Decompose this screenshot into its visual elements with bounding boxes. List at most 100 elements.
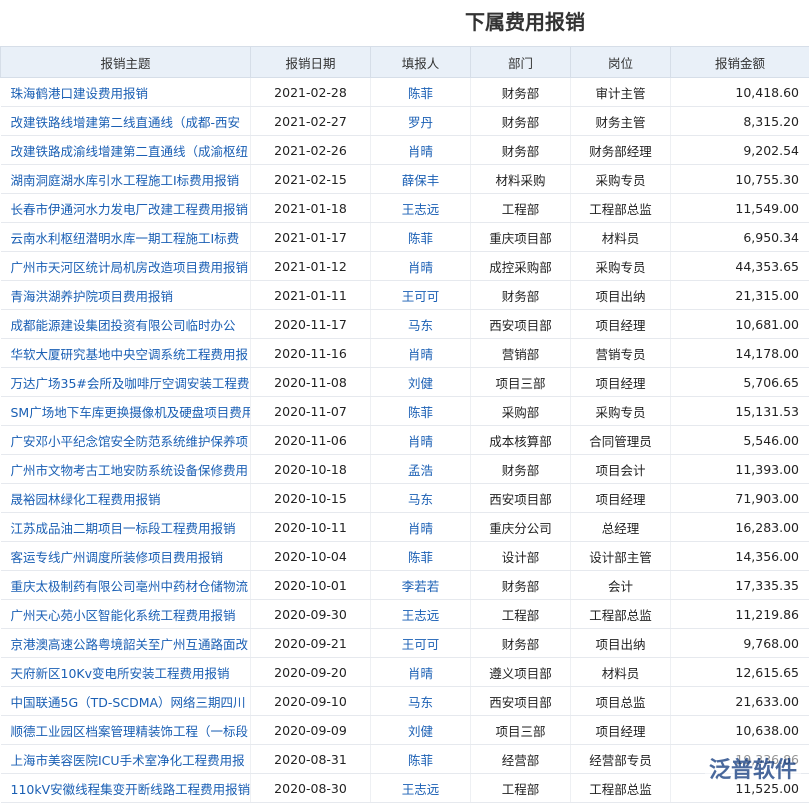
subject-link[interactable]: 上海市美容医院ICU手术室净化工程费用报 [1,745,251,774]
reporter-cell[interactable]: 肖晴 [371,136,471,165]
reporter-cell[interactable]: 薛保丰 [371,165,471,194]
reporter-cell[interactable]: 肖晴 [371,513,471,542]
subject-link[interactable]: 珠海鹤港口建设费用报销 [1,78,251,107]
reporter-cell[interactable]: 罗丹 [371,107,471,136]
position-cell: 材料员 [571,658,671,687]
subject-link[interactable]: 云南水利枢纽潜明水库一期工程施工I标费 [1,223,251,252]
subject-link[interactable]: 成都能源建设集团投资有限公司临时办公 [1,310,251,339]
subject-link[interactable]: 改建铁路成渝线增建第二直通线（成渝枢纽 [1,136,251,165]
subject-link[interactable]: 晟裕园林绿化工程费用报销 [1,484,251,513]
amount-cell: 11,393.00 [671,455,809,484]
date-cell: 2020-10-01 [251,571,371,600]
reporter-cell[interactable]: 肖晴 [371,339,471,368]
position-cell: 总经理 [571,513,671,542]
department-cell: 财务部 [471,629,571,658]
subject-link[interactable]: 青海洪湖养护院项目费用报销 [1,281,251,310]
reporter-cell[interactable]: 陈菲 [371,223,471,252]
amount-cell: 10,418.60 [671,78,809,107]
reporter-cell[interactable]: 马东 [371,484,471,513]
reporter-cell[interactable]: 王可可 [371,281,471,310]
reporter-cell[interactable]: 马东 [371,687,471,716]
date-cell: 2020-08-31 [251,745,371,774]
subject-link[interactable]: 广州天心苑小区智能化系统工程费用报销 [1,600,251,629]
subject-link[interactable]: 万达广场35#会所及咖啡厅空调安装工程费 [1,368,251,397]
subject-link[interactable]: SM广场地下车库更换摄像机及硬盘项目费用 [1,397,251,426]
subject-link[interactable]: 中国联通5G（TD-SCDMA）网络三期四川 [1,687,251,716]
date-cell: 2020-10-15 [251,484,371,513]
reporter-cell[interactable]: 肖晴 [371,426,471,455]
reporter-cell[interactable]: 肖晴 [371,658,471,687]
position-cell: 采购专员 [571,165,671,194]
reporter-cell[interactable]: 肖晴 [371,252,471,281]
watermark: 泛普软件 [705,752,801,784]
reporter-cell[interactable]: 王志远 [371,600,471,629]
subject-link[interactable]: 广州市文物考古工地安防系统设备保修费用 [1,455,251,484]
amount-cell: 16,283.00 [671,513,809,542]
department-cell: 财务部 [471,136,571,165]
subject-link[interactable]: 湖南洞庭湖水库引水工程施工I标费用报销 [1,165,251,194]
subject-link[interactable]: 天府新区10Kv变电所安装工程费用报销 [1,658,251,687]
amount-cell: 11,219.86 [671,600,809,629]
amount-cell: 12,615.65 [671,658,809,687]
amount-cell: 8,315.20 [671,107,809,136]
amount-cell: 14,178.00 [671,339,809,368]
reporter-cell[interactable]: 王志远 [371,774,471,803]
amount-cell: 11,549.00 [671,194,809,223]
position-cell: 财务部经理 [571,136,671,165]
reporter-cell[interactable]: 陈菲 [371,542,471,571]
position-cell: 营销专员 [571,339,671,368]
date-cell: 2020-11-07 [251,397,371,426]
reporter-cell[interactable]: 刘健 [371,716,471,745]
subject-link[interactable]: 华软大厦研究基地中央空调系统工程费用报 [1,339,251,368]
reporter-cell[interactable]: 王可可 [371,629,471,658]
subject-link[interactable]: 顺德工业园区档案管理精装饰工程（一标段 [1,716,251,745]
department-cell: 营销部 [471,339,571,368]
reporter-cell[interactable]: 陈菲 [371,78,471,107]
amount-cell: 17,335.35 [671,571,809,600]
reporter-cell[interactable]: 刘健 [371,368,471,397]
date-cell: 2020-10-11 [251,513,371,542]
department-cell: 西安项目部 [471,687,571,716]
department-cell: 财务部 [471,571,571,600]
position-cell: 项目总监 [571,687,671,716]
subject-link[interactable]: 江苏成品油二期项目一标段工程费用报销 [1,513,251,542]
reporter-cell[interactable]: 陈菲 [371,745,471,774]
reporter-cell[interactable]: 马东 [371,310,471,339]
date-cell: 2020-10-18 [251,455,371,484]
page-title: 下属费用报销 [370,6,680,35]
date-cell: 2021-01-17 [251,223,371,252]
reporter-cell[interactable]: 王志远 [371,194,471,223]
subject-link[interactable]: 改建铁路线增建第二线直通线（成都-西安 [1,107,251,136]
date-cell: 2020-08-30 [251,774,371,803]
reporter-cell[interactable]: 孟浩 [371,455,471,484]
subject-link[interactable]: 重庆太极制药有限公司亳州中药材仓储物流 [1,571,251,600]
subject-link[interactable]: 广州市天河区统计局机房改造项目费用报销 [1,252,251,281]
subject-link[interactable]: 110kV安徽线程集变开断线路工程费用报销 [1,774,251,803]
department-cell: 采购部 [471,397,571,426]
reporter-cell[interactable]: 李若若 [371,571,471,600]
date-cell: 2020-09-20 [251,658,371,687]
amount-cell: 21,315.00 [671,281,809,310]
subject-link[interactable]: 长春市伊通河水力发电厂改建工程费用报销 [1,194,251,223]
subject-link[interactable]: 广安邓小平纪念馆安全防范系统维护保养项 [1,426,251,455]
date-cell: 2021-01-18 [251,194,371,223]
subject-link[interactable]: 京港澳高速公路粤境韶关至广州互通路面改 [1,629,251,658]
header-row: 报销主题报销日期填报人部门岗位报销金额 [1,47,809,78]
position-cell: 审计主管 [571,78,671,107]
department-cell: 遵义项目部 [471,658,571,687]
reporter-cell[interactable]: 陈菲 [371,397,471,426]
position-cell: 财务主管 [571,107,671,136]
subject-link[interactable]: 客运专线广州调度所装修项目费用报销 [1,542,251,571]
